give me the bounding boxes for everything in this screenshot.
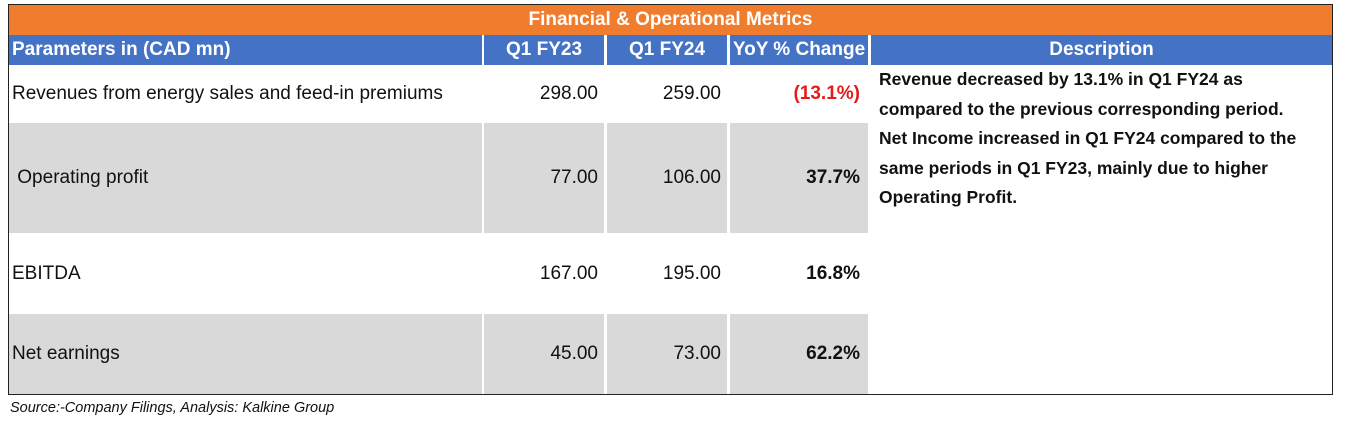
- row-ebitda-q1fy23: 167.00: [539, 262, 598, 284]
- table-title: Financial & Operational Metrics: [9, 5, 1332, 35]
- row-operating-profit-q1fy24: 106.00: [607, 123, 727, 233]
- header-parameters: Parameters in (CAD mn): [9, 35, 482, 65]
- row-operating-profit-yoy: 37.7%: [730, 123, 868, 233]
- description-line-1: Revenue decreased by 13.1% in Q1 FY24 as…: [879, 69, 1284, 119]
- header-q1fy24: Q1 FY24: [607, 35, 727, 65]
- metrics-table: Financial & Operational Metrics Paramete…: [8, 4, 1333, 395]
- row-net-earnings-yoy: 62.2%: [730, 314, 868, 394]
- row-operating-profit-q1fy23: 77.00: [484, 123, 604, 233]
- description-text: Revenue decreased by 13.1% in Q1 FY24 as…: [879, 65, 1324, 213]
- header-yoy: YoY % Change: [730, 35, 868, 65]
- row-net-earnings-q1fy24: 73.00: [607, 314, 727, 394]
- row-net-earnings-q1fy23: 45.00: [484, 314, 604, 394]
- row-label-revenues: Revenues from energy sales and feed-in p…: [12, 83, 443, 104]
- row-ebitda-yoy: 16.8%: [806, 262, 860, 284]
- header-description: Description: [871, 35, 1332, 65]
- row-revenues-q1fy23: 298.00: [539, 83, 598, 104]
- row-label-ebitda: EBITDA: [12, 262, 81, 284]
- source-note: Source:-Company Filings, Analysis: Kalki…: [10, 400, 335, 416]
- row-ebitda-q1fy24: 195.00: [662, 262, 721, 284]
- row-label-operating-profit: Operating profit: [9, 123, 482, 233]
- row-revenues-q1fy24: 259.00: [662, 83, 721, 104]
- header-q1fy23: Q1 FY23: [484, 35, 604, 65]
- row-revenues-yoy: (13.1%): [793, 83, 860, 104]
- description-line-2: Net Income increased in Q1 FY24 compared…: [879, 128, 1297, 207]
- row-label-net-earnings: Net earnings: [9, 314, 482, 394]
